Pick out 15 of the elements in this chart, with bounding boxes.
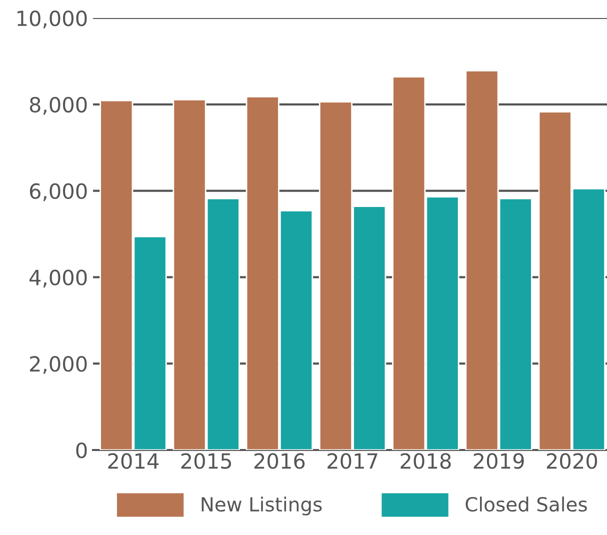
x-tick-label: 2018: [400, 453, 451, 469]
x-tick-label: 2019: [474, 453, 524, 469]
y-tick-label: 2,000: [30, 356, 87, 374]
y-tick-label: 0: [76, 442, 87, 458]
x-tick-label: 2015: [181, 453, 232, 469]
y-tick-label: 8,000: [30, 96, 87, 115]
legend-label: New Listings: [202, 496, 322, 516]
x-tick-label: 2017: [328, 453, 378, 469]
y-tick-label: 6,000: [30, 183, 87, 202]
legend-label: Closed Sales: [466, 496, 587, 512]
y-tick-label: 10,000: [18, 10, 87, 28]
x-tick-label: 2020: [546, 453, 598, 469]
x-tick-label: 2014: [108, 453, 159, 469]
y-tick-label: 4,000: [30, 270, 87, 288]
x-tick-label: 2016: [254, 453, 305, 469]
